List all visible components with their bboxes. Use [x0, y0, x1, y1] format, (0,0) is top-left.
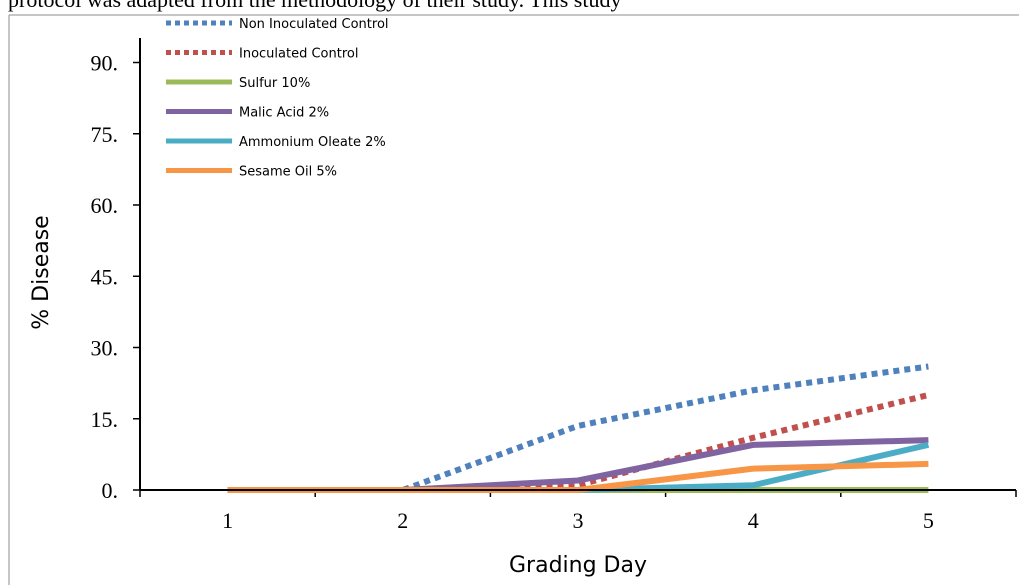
- x-tick-label: 3: [573, 508, 584, 533]
- x-tick-label: 4: [748, 508, 759, 533]
- y-tick-label: 90.: [91, 51, 119, 76]
- legend-label: Inoculated Control: [239, 47, 358, 62]
- y-tick-label: 60.: [91, 193, 119, 218]
- x-tick-label: 5: [923, 508, 934, 533]
- legend-label: Malic Acid 2%: [239, 106, 329, 121]
- x-axis-title: Grading Day: [509, 553, 647, 578]
- series-line: [227, 460, 929, 493]
- legend-label: Sulfur 10%: [239, 76, 310, 91]
- x-tick-label: 1: [222, 508, 233, 533]
- series-line: [227, 363, 929, 493]
- y-tick-label: 75.: [91, 122, 119, 147]
- y-tick-label: 30.: [91, 336, 119, 361]
- y-tick-label: 0.: [102, 478, 119, 503]
- legend: Non Inoculated Control Inoculated Control…: [166, 17, 389, 180]
- y-axis-title: % Disease: [29, 215, 54, 329]
- legend-label: Sesame Oil 5%: [239, 165, 337, 180]
- x-tick-label: 2: [397, 508, 408, 533]
- legend-label: Ammonium Oleate 2%: [239, 135, 386, 150]
- header-text: protocol was adapted from the methodolog…: [8, 0, 621, 12]
- y-tick-label: 15.: [91, 407, 119, 432]
- legend-label: Non Inoculated Control: [239, 17, 389, 32]
- y-tick-label: 45.: [91, 264, 119, 289]
